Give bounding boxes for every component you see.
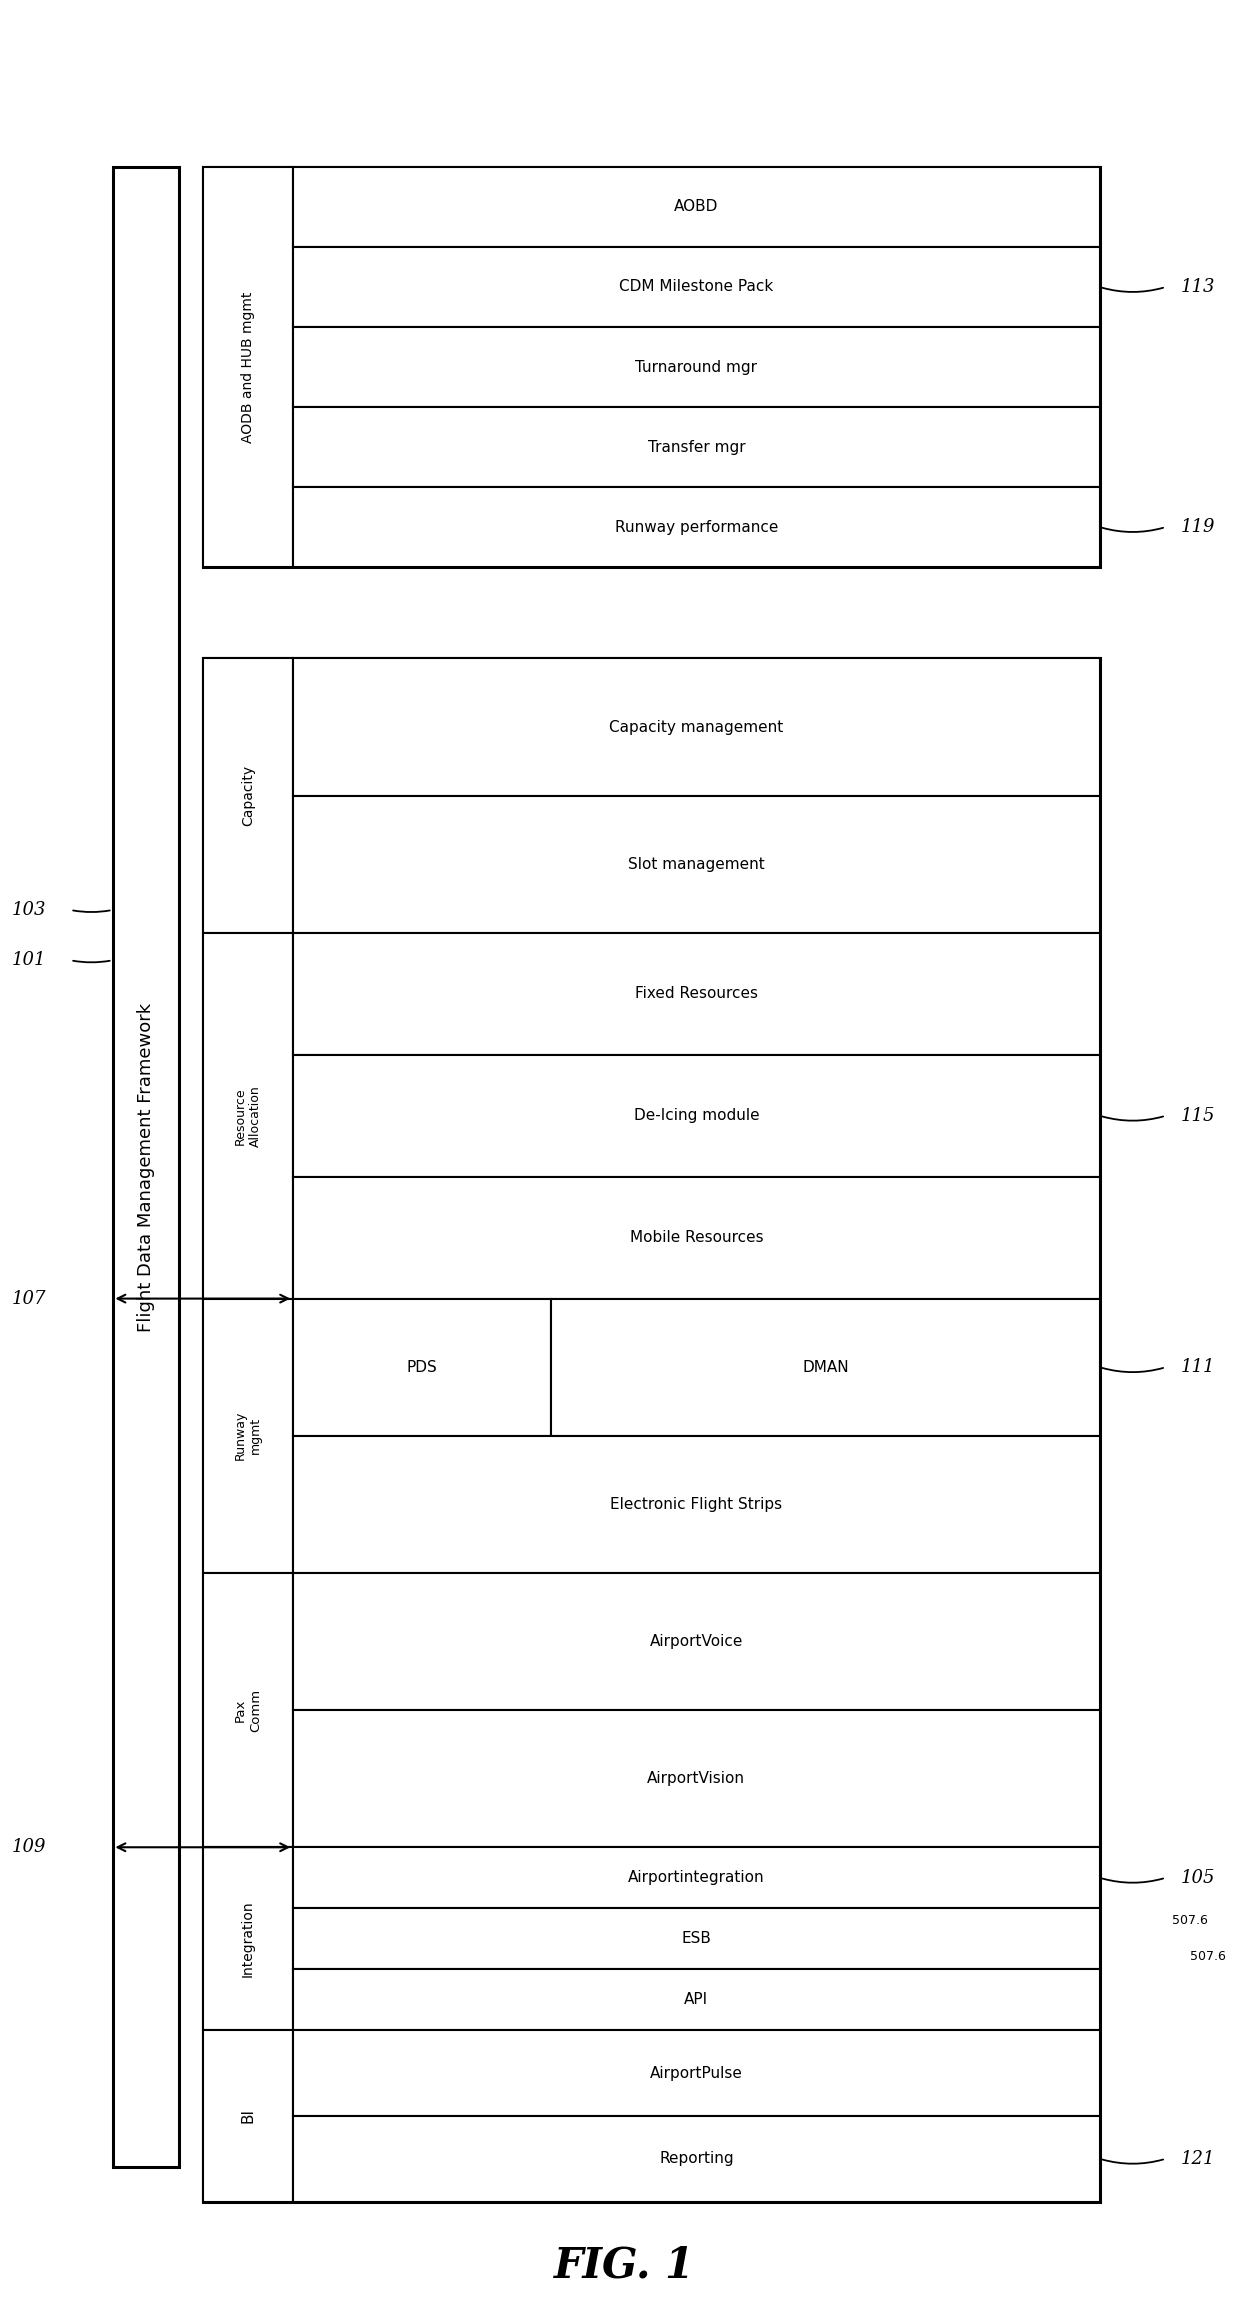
Text: CDM Milestone Pack: CDM Milestone Pack bbox=[619, 281, 774, 294]
Text: 107: 107 bbox=[12, 1290, 46, 1309]
Bar bbox=[293, 1299, 551, 1435]
Text: DMAN: DMAN bbox=[802, 1359, 848, 1375]
Text: Runway performance: Runway performance bbox=[615, 520, 777, 534]
Bar bbox=[293, 2116, 1100, 2201]
Text: Electronic Flight Strips: Electronic Flight Strips bbox=[610, 1497, 782, 1511]
Bar bbox=[203, 2031, 293, 2201]
Bar bbox=[293, 327, 1100, 407]
Text: Airportintegration: Airportintegration bbox=[627, 1870, 765, 1886]
Text: AODB and HUB mgmt: AODB and HUB mgmt bbox=[241, 292, 255, 442]
Text: AirportPulse: AirportPulse bbox=[650, 2065, 743, 2082]
Bar bbox=[293, 796, 1100, 934]
Bar bbox=[203, 1299, 293, 1573]
Text: Flight Data Management Framework: Flight Data Management Framework bbox=[136, 1003, 155, 1332]
Bar bbox=[113, 168, 179, 2167]
Text: AirportVoice: AirportVoice bbox=[650, 1633, 743, 1649]
Bar bbox=[293, 1435, 1100, 1573]
Bar bbox=[203, 934, 293, 1300]
Text: 109: 109 bbox=[12, 1838, 46, 1856]
Bar bbox=[293, 1969, 1100, 2031]
Text: API: API bbox=[684, 1992, 708, 2008]
Text: 111: 111 bbox=[1180, 1359, 1215, 1375]
Bar bbox=[293, 246, 1100, 327]
Bar bbox=[293, 1573, 1100, 1711]
Text: Capacity management: Capacity management bbox=[609, 720, 784, 734]
Bar bbox=[203, 168, 293, 568]
Bar bbox=[293, 1847, 1100, 1909]
Text: Turnaround mgr: Turnaround mgr bbox=[635, 359, 758, 375]
Text: 119: 119 bbox=[1180, 518, 1215, 536]
Text: 507.6: 507.6 bbox=[1190, 1950, 1226, 1964]
Bar bbox=[203, 658, 1100, 2201]
Bar bbox=[293, 1056, 1100, 1178]
Text: PDS: PDS bbox=[407, 1359, 438, 1375]
Text: ESB: ESB bbox=[682, 1932, 712, 1946]
Text: Fixed Resources: Fixed Resources bbox=[635, 987, 758, 1000]
Text: Capacity: Capacity bbox=[241, 766, 255, 826]
Bar bbox=[203, 1847, 293, 2031]
Text: 101: 101 bbox=[12, 952, 46, 968]
Bar bbox=[293, 934, 1100, 1056]
Text: 115: 115 bbox=[1180, 1106, 1215, 1125]
Text: Slot management: Slot management bbox=[627, 856, 765, 872]
Text: Integration: Integration bbox=[241, 1900, 255, 1978]
Bar bbox=[293, 168, 1100, 246]
Text: 105: 105 bbox=[1180, 1868, 1215, 1886]
Text: AirportVision: AirportVision bbox=[647, 1771, 745, 1787]
Bar bbox=[203, 168, 1100, 568]
Text: Reporting: Reporting bbox=[658, 2150, 734, 2167]
Bar bbox=[293, 1711, 1100, 1847]
Text: BI: BI bbox=[241, 2109, 255, 2123]
Text: 113: 113 bbox=[1180, 278, 1215, 297]
Text: Runway
mgmt: Runway mgmt bbox=[234, 1412, 262, 1460]
Bar bbox=[293, 658, 1100, 796]
Bar bbox=[203, 1573, 293, 1847]
Text: Pax
Comm: Pax Comm bbox=[234, 1688, 262, 1732]
Bar bbox=[203, 658, 293, 934]
Text: Resource
Allocation: Resource Allocation bbox=[234, 1086, 262, 1148]
Bar bbox=[293, 1909, 1100, 1969]
Bar bbox=[293, 1178, 1100, 1300]
Text: 121: 121 bbox=[1180, 2150, 1215, 2167]
Text: 507.6: 507.6 bbox=[1172, 1914, 1208, 1927]
Text: Transfer mgr: Transfer mgr bbox=[647, 439, 745, 455]
Text: Mobile Resources: Mobile Resources bbox=[630, 1230, 763, 1244]
Bar bbox=[293, 407, 1100, 488]
Text: 103: 103 bbox=[12, 902, 46, 920]
Bar bbox=[293, 2031, 1100, 2116]
Text: AOBD: AOBD bbox=[675, 200, 718, 214]
Text: FIG. 1: FIG. 1 bbox=[553, 2245, 694, 2286]
Bar bbox=[293, 488, 1100, 568]
Text: De-Icing module: De-Icing module bbox=[634, 1109, 759, 1122]
Bar bbox=[551, 1299, 1100, 1435]
